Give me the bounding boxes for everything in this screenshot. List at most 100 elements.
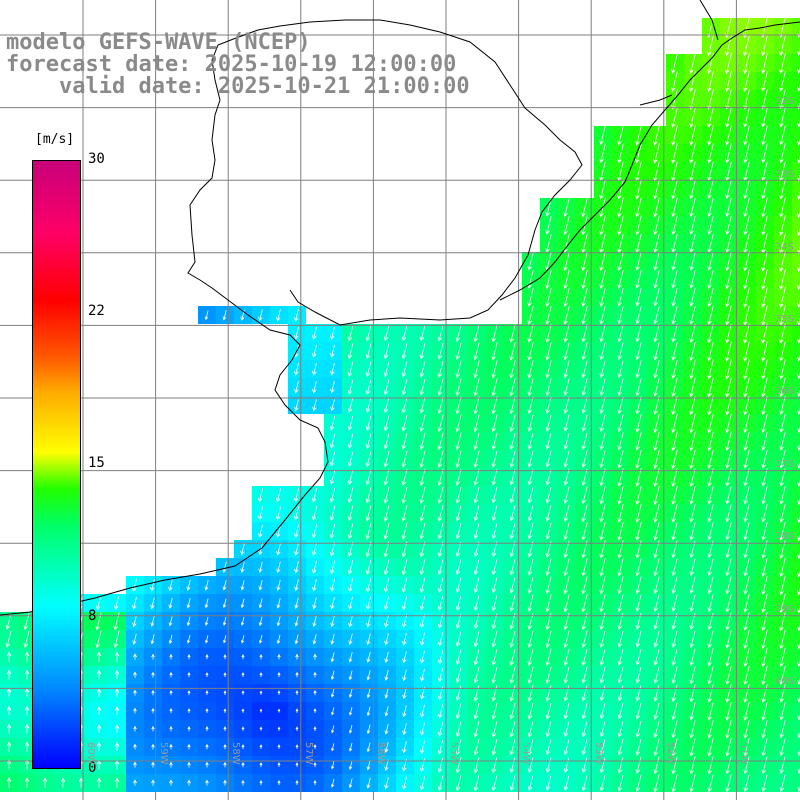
wind-arrow (169, 653, 173, 660)
lat-label: 32S (774, 96, 794, 107)
wind-arrow (24, 759, 30, 770)
wind-arrow (671, 125, 678, 146)
wind-arrow (132, 596, 137, 610)
wind-arrow (455, 505, 462, 522)
wind-arrow (383, 451, 390, 468)
wind-arrow (312, 542, 317, 557)
wind-arrow (455, 414, 462, 433)
wind-cell (792, 234, 800, 252)
wind-arrow (258, 309, 263, 322)
wind-arrow (563, 739, 570, 756)
wind-arrow (689, 630, 696, 649)
wind-arrow (599, 739, 606, 756)
wind-arrow (797, 659, 800, 667)
wind-arrow (366, 615, 371, 628)
wind-arrow (312, 381, 317, 394)
wind-arrow (419, 432, 426, 450)
wind-arrow (491, 360, 498, 379)
wind-arrow (473, 450, 480, 468)
wind-arrow (545, 505, 552, 522)
wind-arrow (383, 469, 390, 486)
wind-arrow (563, 576, 570, 595)
wind-arrow (96, 688, 102, 698)
wind-arrow (186, 634, 191, 644)
wind-arrow (331, 743, 335, 752)
wind-arrow (761, 557, 768, 577)
lat-label: 36S (774, 386, 794, 397)
wind-arrow (689, 395, 696, 416)
wind-arrow (437, 360, 444, 378)
wind-arrow (545, 522, 552, 540)
lat-label: 33S (774, 169, 794, 180)
wind-arrow (707, 486, 714, 505)
wind-arrow (563, 450, 570, 468)
wind-arrow (455, 468, 462, 486)
wind-arrow (671, 324, 678, 343)
wind-arrow (689, 738, 696, 757)
wind-arrow (725, 612, 732, 631)
wind-arrow (420, 704, 425, 718)
wind-arrow (527, 451, 534, 468)
wind-arrow (581, 685, 588, 702)
wind-arrow (169, 743, 173, 750)
wind-arrow (509, 342, 516, 361)
wind-arrow (42, 777, 48, 788)
wind-arrow (563, 215, 570, 235)
lat-label: 34S (774, 242, 794, 253)
wind-arrow (743, 359, 750, 380)
wind-arrow (113, 612, 120, 631)
valid-date: valid date: 2025-10-21 21:00:00 (6, 74, 470, 99)
wind-arrow (797, 101, 800, 110)
wind-arrow (779, 377, 786, 398)
wind-arrow (635, 396, 642, 415)
wind-arrow (635, 143, 642, 164)
wind-arrow (707, 576, 714, 595)
wind-arrow (295, 690, 299, 696)
wind-arrow (223, 779, 227, 786)
wind-arrow (797, 65, 800, 74)
wind-arrow (725, 359, 732, 380)
wind-arrow (383, 415, 390, 432)
wind-arrow (761, 593, 768, 613)
wind-arrow (277, 726, 281, 731)
wind-arrow (743, 701, 750, 721)
wind-arrow (689, 341, 696, 361)
wind-arrow (635, 649, 642, 666)
wind-arrow (312, 326, 317, 340)
wind-arrow (419, 577, 426, 594)
wind-arrow (527, 523, 534, 540)
wind-arrow (635, 288, 642, 307)
wind-arrow (581, 594, 588, 613)
wind-arrow (779, 53, 786, 74)
wind-arrow (509, 469, 516, 486)
wind-arrow (294, 362, 299, 376)
wind-arrow (527, 739, 534, 756)
wind-arrow (545, 739, 552, 756)
wind-arrow (114, 669, 120, 680)
wind-arrow (401, 397, 408, 414)
wind-arrow (563, 666, 570, 684)
wind-arrow (779, 413, 786, 433)
wind-cell (792, 342, 800, 360)
wind-arrow (779, 738, 786, 757)
wind-arrow (205, 635, 209, 644)
wind-arrow (689, 558, 696, 577)
wind-arrow (545, 703, 552, 720)
wind-arrow (761, 125, 768, 146)
wind-arrow (617, 468, 624, 487)
wind-arrow (743, 305, 750, 326)
wind-arrow (114, 651, 120, 662)
wind-arrow (455, 486, 462, 504)
wind-arrow (491, 631, 498, 648)
wind-arrow (205, 743, 209, 750)
wind-arrow (599, 486, 606, 505)
wind-arrow (671, 359, 678, 379)
wind-arrow (725, 648, 732, 667)
wind-arrow (725, 215, 732, 235)
wind-arrow (743, 287, 750, 308)
wind-arrow (689, 323, 696, 343)
wind-arrow (797, 299, 800, 308)
wind-arrow (797, 371, 800, 380)
wind-arrow (347, 505, 354, 522)
wind-arrow (689, 684, 696, 703)
